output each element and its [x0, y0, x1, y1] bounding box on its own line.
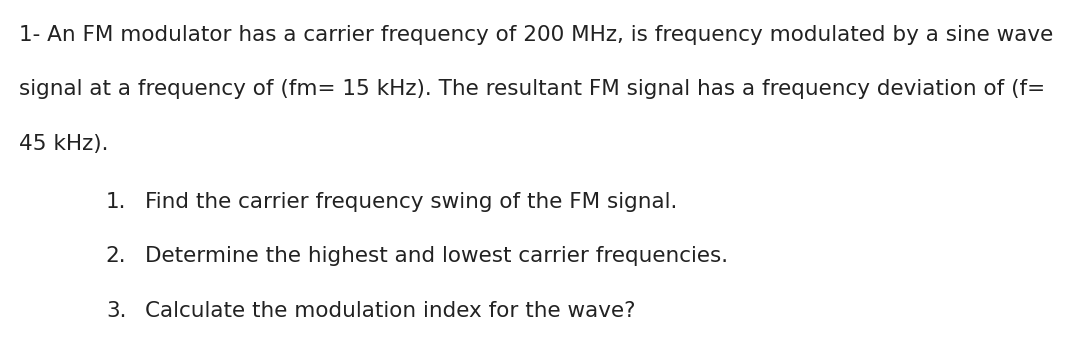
Text: 3.: 3.: [106, 301, 126, 321]
Text: Find the carrier frequency swing of the FM signal.: Find the carrier frequency swing of the …: [145, 192, 678, 212]
Text: Determine the highest and lowest carrier frequencies.: Determine the highest and lowest carrier…: [145, 246, 728, 266]
Text: signal at a frequency of (fm= 15 kHz). The resultant FM signal has a frequency d: signal at a frequency of (fm= 15 kHz). T…: [19, 79, 1045, 99]
Text: 2.: 2.: [106, 246, 126, 266]
Text: 1- An FM modulator has a carrier frequency of 200 MHz, is frequency modulated by: 1- An FM modulator has a carrier frequen…: [19, 25, 1054, 45]
Text: 45 kHz).: 45 kHz).: [19, 134, 108, 154]
Text: Calculate the modulation index for the wave?: Calculate the modulation index for the w…: [145, 301, 636, 321]
Text: 1.: 1.: [106, 192, 126, 212]
